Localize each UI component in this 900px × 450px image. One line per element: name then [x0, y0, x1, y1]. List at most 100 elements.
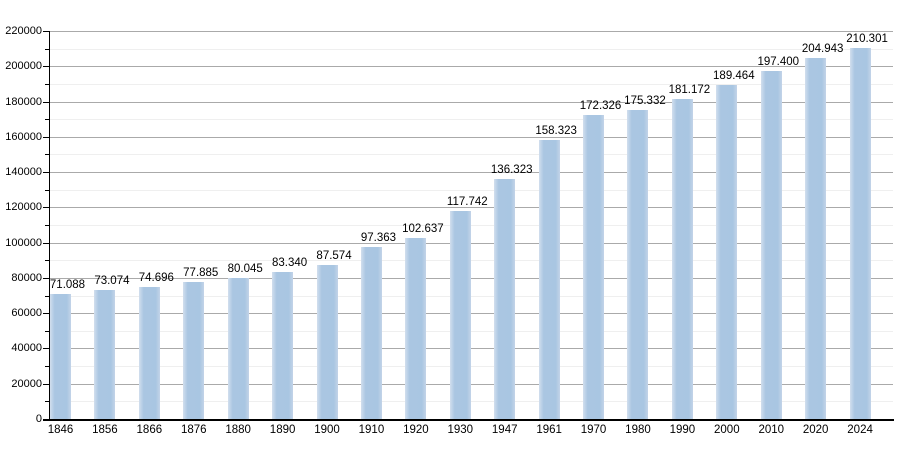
- bar-1846: [50, 293, 71, 419]
- gridline-minor: [49, 295, 893, 297]
- bar-1880: [227, 277, 249, 419]
- y-tick-major: [43, 348, 49, 350]
- gridline-minor: [49, 119, 893, 121]
- x-axis-tick-label: 1990: [669, 424, 696, 436]
- y-tick-major: [43, 136, 49, 138]
- bar-1920: [405, 238, 427, 419]
- y-tick-minor: [45, 260, 49, 262]
- bar-value-label: 77.885: [183, 266, 219, 279]
- y-axis-tick-label: 160000: [5, 130, 42, 143]
- y-tick-minor: [45, 189, 49, 191]
- y-tick-major: [43, 242, 49, 244]
- bar-value-label: 97.363: [360, 232, 397, 245]
- gridline-minor: [49, 260, 893, 262]
- bar-1990: [671, 99, 693, 419]
- bar-value-label: 158.323: [535, 124, 577, 137]
- x-axis-tick-label: 1920: [403, 424, 429, 436]
- y-tick-minor: [45, 330, 49, 332]
- x-axis-tick-label: 1876: [180, 424, 207, 436]
- gridline-minor: [49, 48, 893, 50]
- y-tick-major: [43, 277, 49, 279]
- bar-value-label: 117.742: [446, 196, 488, 209]
- y-tick-major: [43, 207, 49, 209]
- y-axis-tick-label: 40000: [11, 342, 42, 355]
- x-axis-tick-label: 1961: [536, 424, 562, 436]
- x-axis-tick-label: 2010: [758, 424, 785, 436]
- y-tick-minor: [45, 119, 49, 121]
- y-axis-tick-label: 140000: [5, 166, 42, 179]
- bar-value-label: 204.943: [801, 42, 844, 55]
- x-axis-tick-label: 1866: [136, 424, 163, 436]
- bar-value-label: 73.074: [94, 275, 130, 288]
- bar-value-label: 71.088: [49, 278, 86, 291]
- gridline-minor: [49, 154, 893, 156]
- bar-1900: [316, 264, 338, 419]
- gridline-minor: [49, 189, 893, 191]
- x-axis-tick-label: 1930: [447, 424, 474, 436]
- gridline-major: [49, 348, 893, 350]
- bar-value-label: 136.323: [490, 163, 533, 176]
- gridline-major: [49, 313, 893, 315]
- bar-value-label: 102.637: [402, 222, 444, 235]
- x-axis-tick-label: 2024: [847, 424, 873, 436]
- x-axis-tick-label: 1846: [47, 424, 74, 436]
- y-axis-tick-label: 100000: [5, 236, 42, 249]
- y-axis-tick-label: 200000: [5, 60, 42, 73]
- bar-value-label: 80.045: [227, 262, 263, 275]
- bar-1970: [583, 115, 605, 419]
- gridline-major: [49, 31, 893, 32]
- bar-1930: [449, 211, 471, 419]
- bar-1947: [494, 178, 516, 419]
- bar-1890: [272, 272, 294, 419]
- bar-2010: [760, 70, 782, 419]
- x-axis-tick-label: 2000: [714, 424, 740, 436]
- y-tick-major: [43, 172, 49, 174]
- y-tick-major: [43, 66, 49, 68]
- bar-1980: [627, 109, 649, 419]
- x-axis-tick-label: 1890: [269, 424, 296, 436]
- gridline-major: [49, 101, 893, 103]
- y-axis-tick-label: 20000: [11, 377, 42, 390]
- x-axis-tick-label: 1880: [225, 424, 251, 436]
- gridline-major: [49, 242, 893, 244]
- gridline-major: [49, 277, 893, 279]
- x-axis-tick-label: 1970: [580, 424, 607, 436]
- y-axis-tick-label: 0: [35, 413, 42, 425]
- bar-value-label: 87.574: [316, 249, 352, 262]
- bar-value-label: 197.400: [757, 55, 800, 68]
- gridline-minor: [49, 83, 893, 85]
- y-tick-minor: [45, 225, 49, 226]
- gridline-major: [49, 383, 893, 385]
- y-tick-major: [43, 31, 49, 32]
- y-tick-minor: [45, 401, 49, 403]
- y-axis-tick-label: 80000: [11, 271, 42, 284]
- y-tick-major: [43, 383, 49, 385]
- y-tick-minor: [45, 154, 49, 156]
- gridline-major: [49, 172, 893, 174]
- y-tick-minor: [45, 295, 49, 297]
- x-axis-tick-label: 1947: [491, 424, 518, 436]
- y-axis-tick-label: 180000: [5, 95, 42, 108]
- bar-value-label: 210.301: [846, 33, 888, 46]
- gridline-minor: [49, 366, 893, 368]
- gridline-minor: [49, 401, 893, 403]
- bar-1910: [360, 247, 382, 419]
- bar-1856: [94, 290, 116, 419]
- bar-2000: [716, 84, 738, 419]
- x-axis-tick-label: 1900: [314, 424, 340, 436]
- gridline-minor: [49, 330, 893, 332]
- bar-1876: [183, 281, 205, 419]
- y-tick-minor: [45, 48, 49, 50]
- y-tick-major: [43, 101, 49, 103]
- bar-1866: [138, 287, 160, 419]
- x-axis-tick-label: 1856: [92, 424, 118, 436]
- bar-value-label: 181.172: [668, 84, 711, 97]
- gridline-major: [49, 207, 893, 209]
- y-axis-line: [49, 31, 50, 420]
- y-tick-minor: [45, 83, 49, 85]
- bar-value-label: 74.696: [138, 272, 174, 285]
- bar-value-label: 172.326: [579, 100, 622, 113]
- bar-1961: [538, 139, 560, 419]
- gridline-major: [49, 136, 893, 138]
